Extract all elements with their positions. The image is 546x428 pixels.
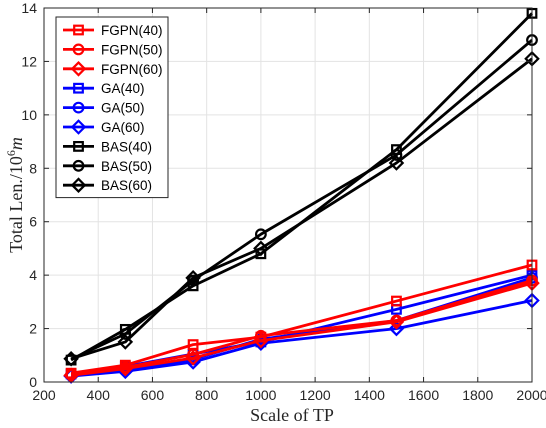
plot-frame xyxy=(43,7,533,383)
y-axis-label-prefix: Total Len./10 xyxy=(6,156,26,253)
legend-marker xyxy=(70,61,87,77)
data-point xyxy=(390,149,403,161)
x-tick-label: 1000 xyxy=(245,387,276,403)
x-tick-label: 2000 xyxy=(516,387,546,403)
series-line xyxy=(70,38,533,361)
data-point xyxy=(117,360,134,377)
data-point xyxy=(253,332,269,349)
y-tick-label: 10 xyxy=(21,107,37,123)
series-fgpn-40 xyxy=(65,259,538,379)
legend-item: FGPN(60) xyxy=(63,61,163,77)
data-point xyxy=(391,295,402,307)
series-line xyxy=(70,281,533,377)
y-tick-label: 2 xyxy=(29,321,37,337)
legend-item: BAS(40) xyxy=(63,139,152,154)
y-tick-label: 4 xyxy=(29,267,37,283)
y-tick-label: 14 xyxy=(21,0,37,16)
legend-item: GA(40) xyxy=(63,81,145,96)
legend-item: BAS(60) xyxy=(63,177,152,193)
legend-label: GA(40) xyxy=(101,81,145,96)
y-axis-label-exponent: 6 xyxy=(4,150,18,156)
x-axis-label: Scale of TP xyxy=(250,405,334,425)
y-axis-label-unit: m xyxy=(6,137,26,150)
series-layer xyxy=(63,7,540,384)
legend-marker xyxy=(72,101,85,114)
legend-marker xyxy=(73,82,84,94)
legend-item: FGPN(40) xyxy=(63,23,163,38)
series-line xyxy=(70,57,533,361)
x-tick-label: 1800 xyxy=(462,387,493,403)
series-ga-60 xyxy=(63,292,540,384)
series-line xyxy=(70,263,533,375)
y-tick-label: 12 xyxy=(21,53,37,69)
data-point xyxy=(63,350,79,367)
legend-marker xyxy=(72,43,85,56)
series-line xyxy=(70,12,533,362)
data-point xyxy=(185,350,201,366)
x-tick-label: 200 xyxy=(32,387,56,403)
legend-label: BAS(40) xyxy=(101,139,152,154)
data-point xyxy=(117,334,134,350)
y-tick-label: 0 xyxy=(29,374,37,390)
data-point xyxy=(388,155,405,171)
data-point xyxy=(253,240,269,257)
data-point xyxy=(388,314,405,330)
x-tick-label: 800 xyxy=(195,387,219,403)
data-point xyxy=(185,270,201,286)
legend-marker xyxy=(73,24,84,36)
x-tick-label: 1600 xyxy=(408,387,439,403)
legend-label: FGPN(60) xyxy=(101,62,163,77)
legend-label: BAS(60) xyxy=(101,178,152,193)
data-point xyxy=(388,320,405,337)
legend-label: FGPN(40) xyxy=(101,23,163,38)
legend-marker xyxy=(72,159,85,172)
legend-label: BAS(50) xyxy=(101,159,152,174)
legend-item: BAS(50) xyxy=(63,159,152,174)
y-axis-label: Total Len./106m xyxy=(4,137,26,253)
x-tick-label: 400 xyxy=(87,387,111,403)
x-tick-label: 1400 xyxy=(354,387,385,403)
series-line xyxy=(70,273,533,376)
series-bas-60 xyxy=(63,50,540,367)
data-point xyxy=(254,228,267,241)
legend-label: FGPN(50) xyxy=(101,42,163,57)
x-tick-label: 1200 xyxy=(300,387,331,403)
tick-layer: 200 400 600 800 1000 1200 1400 1600 1800 2000 0 2 4 6… xyxy=(21,0,546,403)
legend-marker xyxy=(73,141,84,152)
legend-label: GA(60) xyxy=(101,120,145,135)
x-tick-label: 600 xyxy=(141,387,165,403)
series-line xyxy=(70,299,533,378)
legend-item: FGPN(50) xyxy=(63,42,163,57)
y-tick-label: 6 xyxy=(29,214,37,230)
legend-item: GA(50) xyxy=(63,101,145,116)
y-tick-label: 8 xyxy=(29,160,37,176)
legend-marker xyxy=(70,177,87,193)
legend-item: GA(60) xyxy=(63,119,145,135)
legend-marker xyxy=(70,119,87,135)
legend: FGPN(40) FGPN(50) FGPN(60) GA(40) GA(50) GA(6… xyxy=(55,16,169,199)
legend-label: GA(50) xyxy=(101,101,145,116)
series-fgpn-60 xyxy=(63,275,540,384)
data-point xyxy=(119,328,132,340)
